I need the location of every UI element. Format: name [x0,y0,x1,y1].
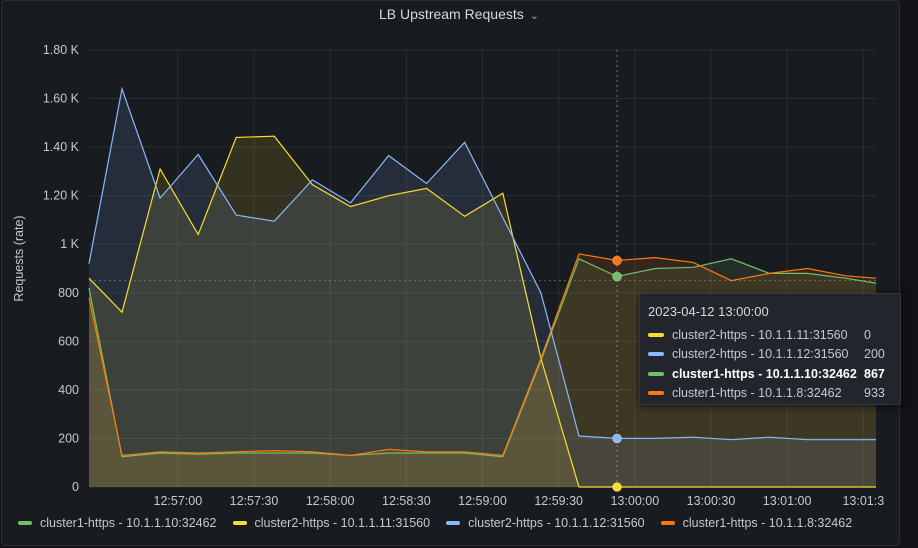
tooltip-swatch-yellow [648,332,664,337]
series-area [89,88,876,488]
y-tick-label: 1 K [60,237,79,251]
legend-swatch-yellow [232,521,247,525]
tooltip-row: cluster2-https - 10.1.1.11:31560 0 [648,325,892,345]
series-line [88,86,876,441]
tooltip-row: cluster1-https - 10.1.1.8:32462 933 [648,384,892,404]
y-tick-label: 1.60 K [43,92,80,106]
x-tick-label: 12:58:30 [382,494,431,508]
legend-item[interactable]: cluster2-https - 10.1.1.12:31560 [446,515,645,531]
tooltip-row: cluster2-https - 10.1.1.12:31560 200 [648,345,892,365]
hover-tooltip: 2023-04-12 13:00:00 cluster2-https - 10.… [639,293,901,405]
legend-label[interactable]: cluster1-https - 10.1.1.8:32462 [682,516,853,530]
legend-swatch-blue [446,521,461,525]
adjacent-panel-edge [901,0,918,548]
chevron-down-icon[interactable]: ⌄ [529,10,539,22]
legend-label[interactable]: cluster2-https - 10.1.1.11:31560 [254,516,431,530]
y-tick-label: 600 [58,334,79,348]
chart-panel [1,0,900,546]
tooltip-series-name: cluster1-https - 10.1.1.8:32462 [672,386,842,401]
tooltip-row: cluster1-https - 10.1.1.10:32462 867 [648,364,892,384]
tooltip-swatch-blue [648,352,664,357]
legend-label[interactable]: cluster1-https - 10.1.1.10:32462 [40,516,217,530]
tooltip-swatch-orange [648,391,664,396]
y-tick-label: 400 [58,383,79,397]
tooltip-time: 2023-04-12 13:00:00 [648,304,769,319]
x-tick-label: 13:00:00 [610,494,659,508]
y-tick-label: 1.20 K [43,189,80,203]
hover-point [612,271,622,282]
legend-item[interactable]: cluster1-https - 10.1.1.8:32462 [660,515,853,531]
x-tick-label: 12:57:00 [154,494,203,508]
legend-label[interactable]: cluster2-https - 10.1.1.12:31560 [468,516,645,530]
tooltip-value: 933 [864,386,885,401]
legend-swatch-orange [660,521,675,525]
x-tick-label: 12:59:30 [534,494,583,508]
series-area [89,136,876,487]
tooltip-series-name: cluster1-https - 10.1.1.10:32462 [672,366,857,381]
hover-point [612,255,622,266]
x-tick-label: 13:00:30 [687,494,736,508]
tooltip-value: 200 [864,347,885,362]
chart-legend: cluster1-https - 10.1.1.10:32462 cluster… [18,515,868,531]
panel-title[interactable]: LB Upstream Requests [379,6,524,22]
legend-item[interactable]: cluster2-https - 10.1.1.11:31560 [232,515,431,531]
x-tick-label: 12:59:00 [458,494,507,508]
y-tick-label: 800 [58,286,79,300]
tooltip-swatch-green [648,371,664,376]
y-tick-label: 0 [72,480,79,494]
tooltip-value: 867 [864,366,885,381]
y-tick-label: 1.40 K [43,140,80,154]
panel-header[interactable]: LB Upstream Requests ⌄ [0,6,918,22]
y-tick-label: 1.80 K [43,43,80,57]
x-tick-label: 12:58:00 [306,494,355,508]
y-axis-label: Requests (rate) [12,215,26,301]
x-tick-label: 13:01:3 [842,494,884,508]
tooltip-series-name: cluster2-https - 10.1.1.12:31560 [672,347,849,362]
legend-swatch-green [18,521,32,525]
x-tick-label: 13:01:00 [763,494,812,508]
series-line [88,253,877,457]
hover-point [612,433,622,444]
series-line [88,257,877,458]
hover-point [612,482,622,492]
legend-item[interactable]: cluster1-https - 10.1.1.10:32462 [18,515,217,531]
y-tick-label: 200 [58,431,79,445]
tooltip-series-name: cluster2-https - 10.1.1.11:31560 [672,327,848,342]
x-tick-label: 12:57:30 [230,494,279,508]
series-line [88,135,876,488]
tooltip-value: 0 [864,327,871,342]
